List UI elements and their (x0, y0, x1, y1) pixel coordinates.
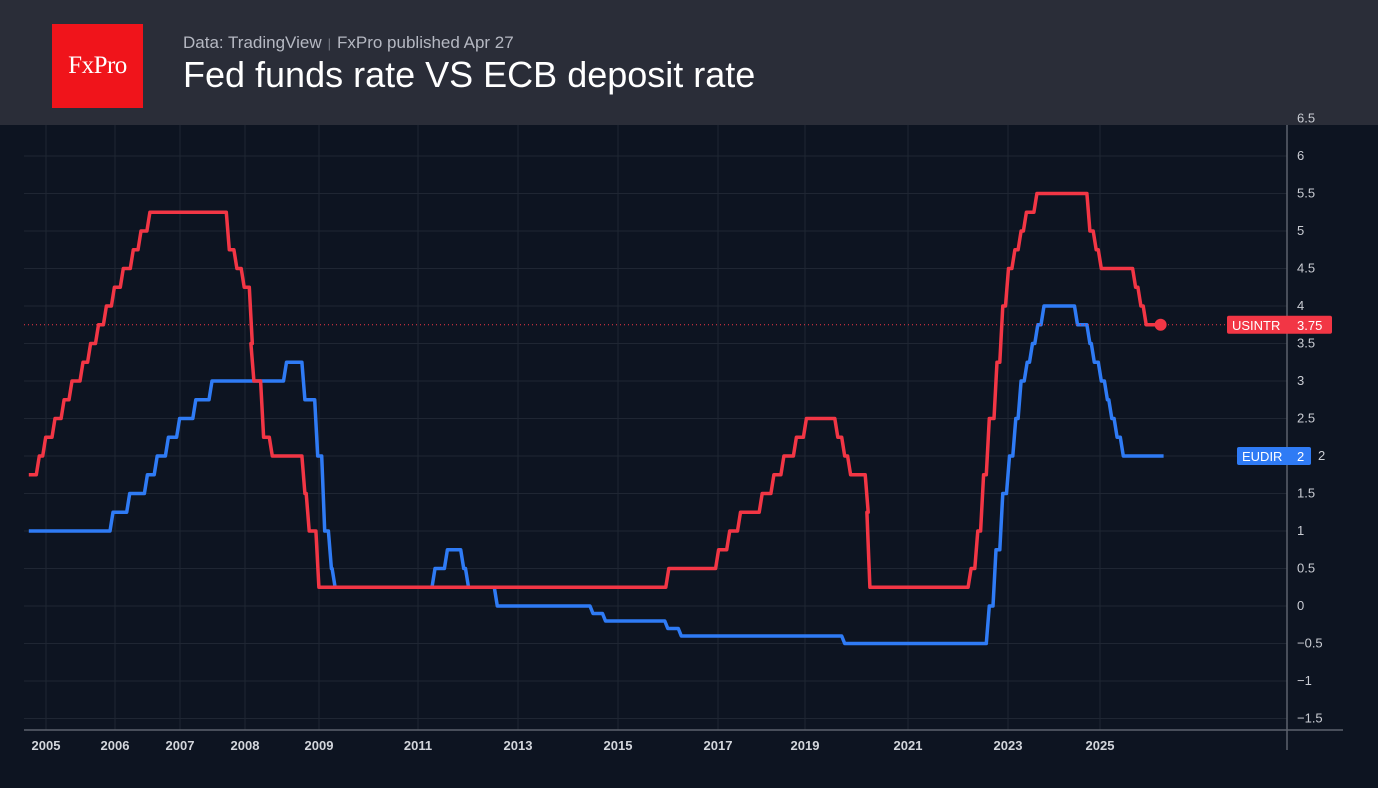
series-line-eudir (28, 304, 1164, 646)
y-tick-label: −1 (1297, 673, 1312, 688)
x-tick-label: 2011 (404, 738, 432, 753)
separator: | (327, 36, 331, 51)
badge-last-value: 2 (1297, 449, 1304, 464)
y-tick-label: 3.5 (1297, 336, 1315, 351)
y-tick-label: −1.5 (1297, 711, 1323, 726)
x-tick-label: 2015 (604, 738, 633, 753)
badge-background (1237, 447, 1311, 465)
y-tick-label: 6.5 (1297, 111, 1315, 126)
x-tick-label: 2013 (504, 738, 533, 753)
badge-background (1227, 315, 1332, 334)
y-tick-label: 0.5 (1297, 561, 1315, 576)
y-tick-label: 4.5 (1297, 261, 1315, 276)
y-tick-label: 1 (1297, 523, 1304, 538)
y-tick-label: 6 (1297, 148, 1304, 163)
chart-title: Fed funds rate VS ECB deposit rate (183, 54, 756, 95)
published-date: FxPro published Apr 27 (337, 33, 514, 52)
x-tick-label: 2008 (231, 738, 260, 753)
badge-series-name: EUDIR (1242, 449, 1282, 464)
chart-header: FxPro Data: TradingView | FxPro published … (0, 0, 1378, 125)
y-tick-label: 2 (1318, 448, 1325, 463)
series-badge-usintr: USINTR 3.75 (1227, 315, 1332, 334)
fxpro-logo: FxPro (52, 24, 143, 108)
y-tick-label: 0 (1297, 598, 1304, 613)
last-point-marker (1154, 318, 1167, 331)
x-tick-label: 2006 (101, 738, 130, 753)
y-tick-label: 1.5 (1297, 486, 1315, 501)
x-tick-label: 2007 (166, 738, 195, 753)
x-tick-label: 2021 (894, 738, 923, 753)
y-tick-label: 3 (1297, 373, 1304, 388)
badge-series-name: USINTR (1232, 318, 1280, 333)
y-tick-label: 5.5 (1297, 186, 1315, 201)
x-tick-label: 2025 (1086, 738, 1115, 753)
x-tick-label: 2019 (791, 738, 820, 753)
y-tick-label: 4 (1297, 298, 1304, 313)
series-line-usintr (28, 191, 1164, 589)
badge-last-value: 3.75 (1297, 318, 1322, 333)
x-tick-label: 2009 (305, 738, 334, 753)
x-tick-label: 2017 (704, 738, 733, 753)
x-tick-label: 2023 (994, 738, 1023, 753)
y-tick-label: 5 (1297, 223, 1304, 238)
y-tick-label: 2.5 (1297, 411, 1315, 426)
series-badge-eudir: EUDIR 2 (1237, 447, 1311, 465)
y-tick-label: −0.5 (1297, 636, 1323, 651)
chart-subtitle: Data: TradingView | FxPro published Apr 27 (183, 33, 514, 53)
data-source: Data: TradingView (183, 33, 322, 52)
x-tick-label: 2005 (32, 738, 61, 753)
